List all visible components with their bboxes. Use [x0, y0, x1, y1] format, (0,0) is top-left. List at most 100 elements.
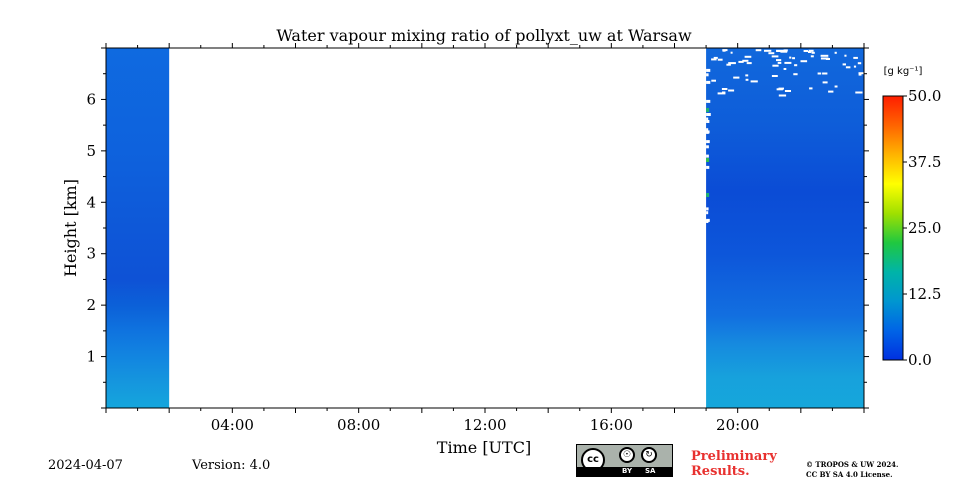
- y-tick-label: 6: [86, 90, 96, 108]
- chart-title: Water vapour mixing ratio of pollyxt_uw …: [276, 26, 692, 45]
- missing-data-speck: [783, 68, 787, 70]
- x-tick-label: 16:00: [590, 416, 633, 434]
- missing-data-speck: [853, 56, 858, 59]
- missing-data-speck: [793, 73, 798, 76]
- missing-data-speck: [722, 91, 726, 94]
- missing-data-speck: [858, 73, 862, 76]
- missing-data-speck: [717, 92, 726, 95]
- preliminary-line-2: Results.: [691, 464, 750, 479]
- missing-data-speck: [800, 60, 808, 63]
- colorbar-tick-label: 25.0: [908, 219, 941, 237]
- missing-data-speck: [706, 117, 709, 121]
- missing-data-speck: [706, 113, 711, 116]
- missing-data-speck: [784, 90, 791, 92]
- missing-data-speck: [776, 49, 784, 52]
- missing-data-speck: [828, 90, 834, 93]
- preliminary-line-1: Preliminary: [691, 449, 777, 464]
- missing-data-speck: [742, 59, 749, 62]
- colorbar-ticks: 0.0 12.5 25.0 37.5 50.0: [903, 87, 941, 369]
- copyright-line-2: CC BY SA 4.0 License.: [806, 470, 893, 479]
- missing-data-speck: [706, 120, 710, 123]
- missing-data-speck: [706, 154, 709, 158]
- badge-strip: [577, 467, 672, 476]
- colorbar-tick-label: 50.0: [908, 87, 941, 105]
- high-value-pixel: [706, 193, 710, 197]
- cc-by-sa-icon: cc ☉ ↻ BY SA: [576, 444, 673, 477]
- colorbar-tick-label: 37.5: [908, 153, 941, 171]
- missing-data-speck: [820, 57, 829, 60]
- missing-data-speck: [842, 63, 846, 66]
- missing-data-speck: [706, 145, 709, 149]
- missing-data-speck: [717, 58, 723, 61]
- preliminary-note: Preliminary Results.: [691, 449, 777, 479]
- missing-data-speck: [822, 72, 828, 75]
- missing-data-speck: [834, 85, 838, 88]
- colorbar-tick-label: 12.5: [908, 285, 941, 303]
- copyright-note: © TROPOS & UW 2024. CC BY SA 4.0 License…: [806, 460, 899, 480]
- missing-data-speck: [706, 165, 710, 169]
- y-tick-label: 4: [86, 193, 96, 211]
- date-label: 2024-04-07: [48, 458, 123, 473]
- y-tick-label: 3: [86, 245, 96, 263]
- missing-data-speck: [789, 56, 792, 59]
- missing-data-speck: [776, 59, 782, 62]
- data-segments: [106, 48, 864, 408]
- missing-data-speck: [778, 94, 787, 97]
- y-axis: 1 2 3 4 5 6: [86, 47, 869, 409]
- colorbar: [882, 95, 904, 361]
- missing-data-speck: [820, 54, 829, 57]
- missing-data-speck: [792, 57, 795, 60]
- data-segment-1: [706, 48, 864, 408]
- missing-data-speck: [822, 81, 828, 84]
- missing-data-speck: [706, 207, 709, 211]
- x-axis-label: Time [UTC]: [437, 438, 531, 457]
- y-tick-label: 5: [86, 142, 96, 160]
- missing-data-speck: [730, 51, 733, 54]
- missing-data-speck: [808, 49, 814, 52]
- missing-data-speck: [706, 80, 711, 84]
- missing-data-speck: [817, 72, 822, 75]
- x-axis: 04:00 08:00 12:00 16:00 20:00: [105, 43, 865, 434]
- missing-data-speck: [858, 72, 866, 75]
- missing-data-speck: [768, 52, 775, 55]
- missing-data-speck: [745, 74, 749, 77]
- missing-data-speck: [706, 211, 709, 215]
- missing-data-speck: [706, 130, 709, 134]
- missing-data-speck: [771, 75, 778, 77]
- missing-data-speck: [722, 49, 726, 52]
- x-tick-label: 08:00: [337, 416, 380, 434]
- missing-data-speck: [853, 65, 857, 68]
- y-tick-label: 1: [86, 348, 96, 366]
- missing-data-speck: [811, 51, 815, 54]
- missing-data-speck: [721, 88, 728, 90]
- missing-data-speck: [755, 49, 762, 52]
- missing-data-speck: [746, 62, 752, 65]
- missing-data-speck: [794, 64, 798, 67]
- missing-data-speck: [711, 79, 716, 82]
- missing-data-speck: [771, 55, 779, 58]
- missing-data-speck: [834, 51, 837, 54]
- missing-data-speck: [706, 128, 709, 132]
- x-tick-label: 04:00: [211, 416, 254, 434]
- y-tick-label: 2: [86, 296, 96, 314]
- missing-data-speck: [776, 88, 783, 91]
- missing-data-speck: [706, 68, 711, 72]
- missing-data-speckles: [706, 49, 866, 223]
- version-label: Version: 4.0: [192, 458, 271, 473]
- missing-data-speck: [744, 55, 752, 58]
- missing-data-speck: [784, 61, 792, 64]
- high-value-pixel: [706, 108, 710, 112]
- colorbar-unit-label: [g kg⁻¹]: [884, 66, 923, 77]
- missing-data-speck: [845, 66, 851, 69]
- missing-data-speck: [855, 91, 863, 94]
- copyright-line-1: © TROPOS & UW 2024.: [806, 460, 899, 469]
- missing-data-speck: [713, 56, 718, 59]
- missing-data-speck: [738, 60, 744, 63]
- attribution-icon: ☉: [619, 447, 635, 463]
- missing-data-speck: [772, 64, 779, 67]
- missing-data-speck: [808, 51, 812, 53]
- x-tick-label: 12:00: [463, 416, 506, 434]
- missing-data-speck: [745, 78, 749, 81]
- missing-data-speck: [783, 49, 788, 52]
